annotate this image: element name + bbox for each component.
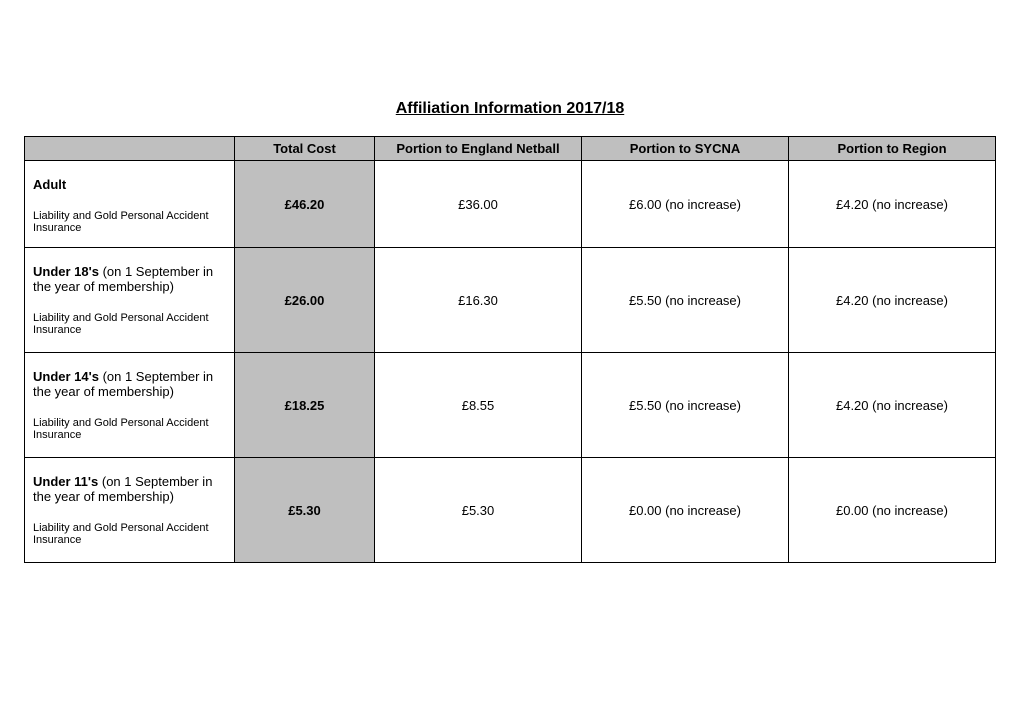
header-england: Portion to England Netball (375, 137, 582, 161)
category-sub: Liability and Gold Personal Accident Ins… (33, 417, 226, 441)
document-page: Affiliation Information 2017/18 Total Co… (0, 0, 1020, 720)
region-cell: £4.20 (no increase) (789, 353, 996, 458)
total-cost-cell: £18.25 (235, 353, 375, 458)
total-cost-cell: £46.20 (235, 161, 375, 248)
header-category (25, 137, 235, 161)
category-main: Adult (33, 177, 66, 192)
category-cell: Under 14's (on 1 September in the year o… (25, 353, 235, 458)
sycna-cell: £5.50 (no increase) (582, 353, 789, 458)
england-cell: £36.00 (375, 161, 582, 248)
category-main: Under 18's (33, 264, 99, 279)
england-cell: £16.30 (375, 248, 582, 353)
table-row: Under 14's (on 1 September in the year o… (25, 353, 996, 458)
table-row: Adult Liability and Gold Personal Accide… (25, 161, 996, 248)
header-region: Portion to Region (789, 137, 996, 161)
total-cost-cell: £26.00 (235, 248, 375, 353)
category-main: Under 14's (33, 369, 99, 384)
sycna-cell: £6.00 (no increase) (582, 161, 789, 248)
table-row: Under 11's (on 1 September in the year o… (25, 458, 996, 563)
category-main: Under 11's (33, 474, 98, 489)
table-row: Under 18's (on 1 September in the year o… (25, 248, 996, 353)
table-header: Total Cost Portion to England Netball Po… (25, 137, 996, 161)
region-cell: £0.00 (no increase) (789, 458, 996, 563)
sycna-cell: £0.00 (no increase) (582, 458, 789, 563)
category-cell: Under 11's (on 1 September in the year o… (25, 458, 235, 563)
header-sycna: Portion to SYCNA (582, 137, 789, 161)
sycna-cell: £5.50 (no increase) (582, 248, 789, 353)
header-total-cost: Total Cost (235, 137, 375, 161)
region-cell: £4.20 (no increase) (789, 248, 996, 353)
total-cost-cell: £5.30 (235, 458, 375, 563)
category-sub: Liability and Gold Personal Accident Ins… (33, 312, 226, 336)
category-sub: Liability and Gold Personal Accident Ins… (33, 522, 226, 546)
england-cell: £5.30 (375, 458, 582, 563)
affiliation-table: Total Cost Portion to England Netball Po… (24, 136, 996, 563)
region-cell: £4.20 (no increase) (789, 161, 996, 248)
category-cell: Under 18's (on 1 September in the year o… (25, 248, 235, 353)
category-cell: Adult Liability and Gold Personal Accide… (25, 161, 235, 248)
page-title: Affiliation Information 2017/18 (24, 100, 996, 118)
table-body: Adult Liability and Gold Personal Accide… (25, 161, 996, 563)
england-cell: £8.55 (375, 353, 582, 458)
category-sub: Liability and Gold Personal Accident Ins… (33, 210, 226, 234)
